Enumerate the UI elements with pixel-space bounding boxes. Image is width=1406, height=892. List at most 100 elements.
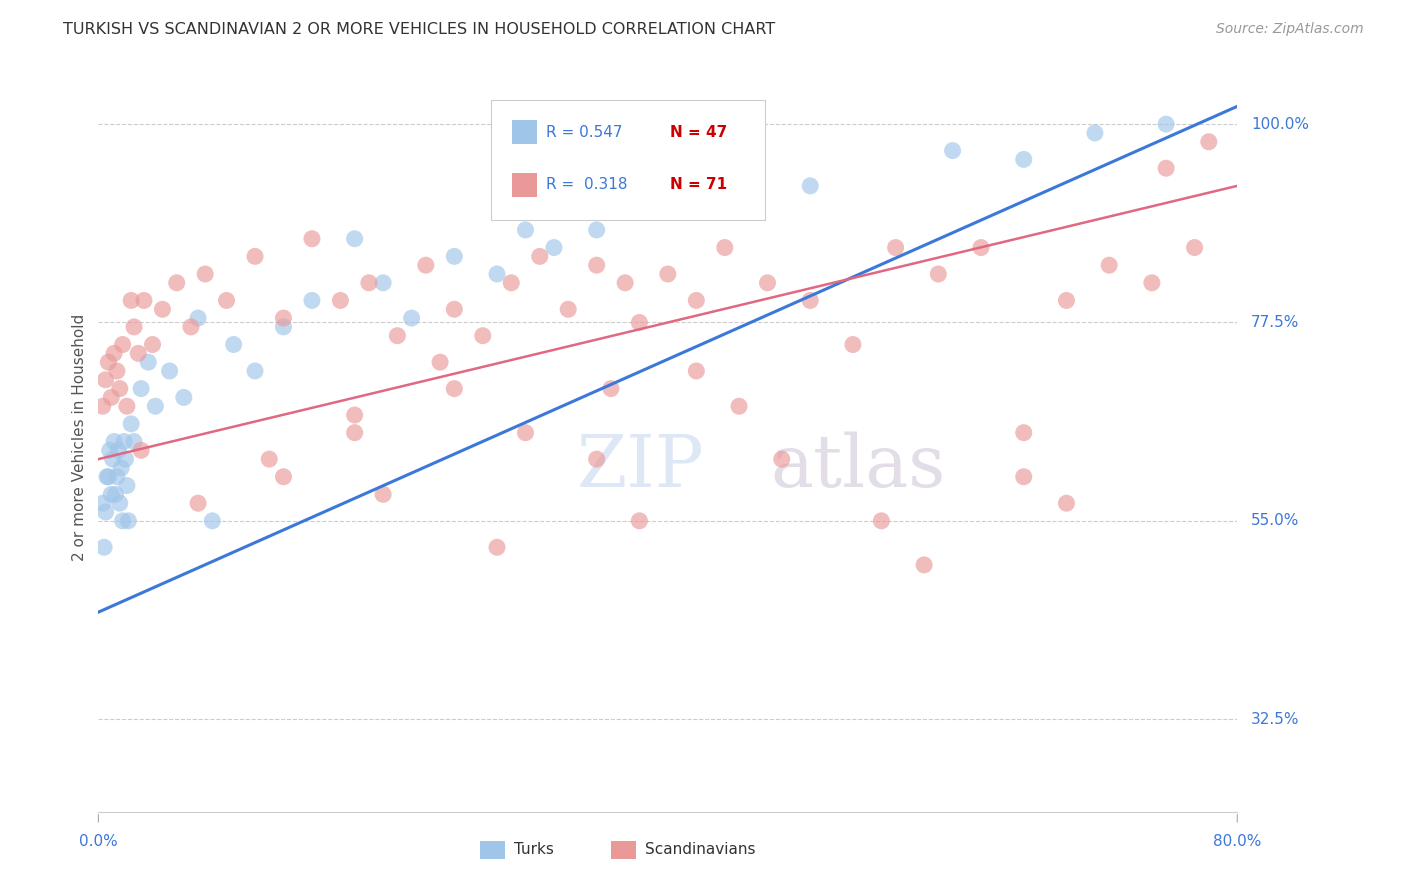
Point (1184, 241, 1206, 255)
Point (122, 319, 145, 334)
Point (101, 452, 124, 467)
FancyBboxPatch shape (512, 120, 537, 145)
Point (927, 267, 949, 281)
Point (870, 514, 893, 528)
Point (104, 487, 127, 501)
Point (108, 496, 131, 510)
Point (357, 276, 380, 290)
Point (628, 514, 651, 528)
Point (912, 558, 935, 572)
Point (194, 267, 217, 281)
Point (93, 541, 115, 555)
Point (585, 452, 607, 467)
Point (301, 232, 323, 246)
Point (1012, 425, 1035, 440)
Point (166, 276, 188, 290)
Point (486, 267, 509, 281)
Point (1154, 117, 1177, 131)
Point (842, 337, 865, 351)
Text: 32.5%: 32.5% (1251, 712, 1299, 727)
Point (145, 399, 167, 413)
Point (136, 355, 159, 369)
Point (105, 469, 128, 483)
Text: TURKISH VS SCANDINAVIAN 2 OR MORE VEHICLES IN HOUSEHOLD CORRELATION CHART: TURKISH VS SCANDINAVIAN 2 OR MORE VEHICL… (63, 22, 776, 37)
Point (180, 319, 202, 334)
Point (115, 399, 138, 413)
Point (97, 469, 120, 483)
Text: R = 0.547: R = 0.547 (546, 125, 623, 140)
FancyBboxPatch shape (479, 841, 505, 859)
Point (1056, 496, 1078, 510)
Point (105, 364, 128, 378)
Point (529, 249, 551, 263)
Point (515, 223, 537, 237)
Point (387, 328, 409, 343)
Point (243, 249, 266, 263)
Point (443, 382, 465, 396)
Point (111, 514, 134, 528)
Point (127, 346, 149, 360)
Point (273, 469, 295, 483)
Point (112, 434, 135, 449)
Point (187, 496, 209, 510)
Point (371, 276, 394, 290)
Point (1198, 135, 1220, 149)
Point (657, 267, 679, 281)
Point (91, 399, 114, 413)
Point (970, 241, 993, 255)
Point (103, 346, 125, 360)
Point (115, 478, 138, 492)
Point (685, 293, 707, 308)
Point (600, 382, 623, 396)
Point (100, 391, 122, 405)
Point (152, 302, 174, 317)
FancyBboxPatch shape (512, 173, 537, 197)
Point (515, 425, 537, 440)
Text: Scandinavians: Scandinavians (645, 842, 755, 857)
Point (343, 408, 366, 422)
Point (585, 223, 607, 237)
Point (443, 249, 465, 263)
Point (1154, 161, 1177, 176)
Text: R =  0.318: R = 0.318 (546, 178, 627, 192)
Point (486, 541, 509, 555)
Point (120, 417, 142, 431)
Point (201, 514, 224, 528)
Point (215, 293, 238, 308)
Point (756, 276, 779, 290)
Text: Turks: Turks (515, 842, 554, 857)
Text: 55.0%: 55.0% (1251, 513, 1299, 528)
Point (585, 258, 607, 272)
Point (942, 144, 965, 158)
Text: N = 71: N = 71 (671, 178, 727, 192)
Point (799, 178, 821, 193)
Text: N = 47: N = 47 (671, 125, 727, 140)
Point (110, 461, 132, 475)
Point (301, 293, 323, 308)
Point (108, 382, 131, 396)
Point (107, 443, 129, 458)
Point (728, 399, 751, 413)
Point (243, 364, 266, 378)
Point (1084, 126, 1107, 140)
Point (117, 514, 139, 528)
FancyBboxPatch shape (612, 841, 636, 859)
Point (329, 293, 352, 308)
Point (273, 311, 295, 326)
Point (273, 319, 295, 334)
Point (501, 276, 523, 290)
Point (129, 443, 152, 458)
Text: ZIP: ZIP (576, 432, 704, 502)
Point (343, 232, 366, 246)
Point (429, 355, 451, 369)
Point (114, 452, 136, 467)
Point (103, 434, 125, 449)
Point (685, 364, 707, 378)
Point (173, 391, 195, 405)
Point (122, 434, 145, 449)
Text: atlas: atlas (770, 432, 946, 502)
Point (94, 373, 117, 387)
Point (443, 302, 465, 317)
Point (799, 293, 821, 308)
Point (100, 487, 122, 501)
